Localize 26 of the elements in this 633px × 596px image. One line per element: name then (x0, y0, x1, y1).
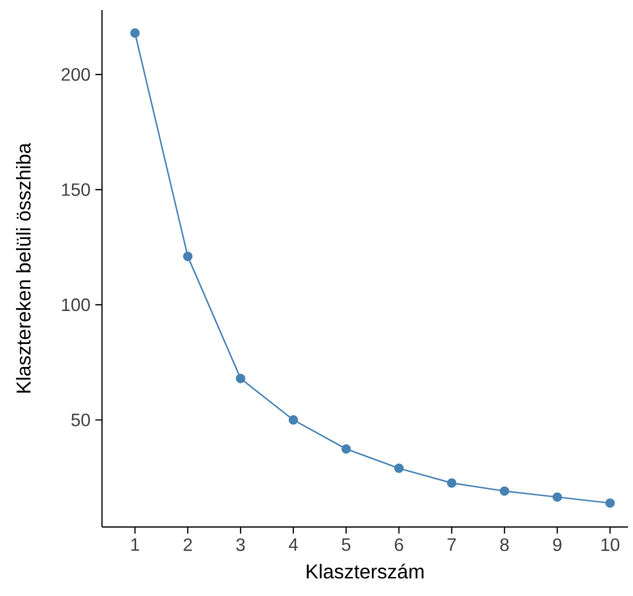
x-tick-label: 8 (500, 538, 509, 552)
point (605, 498, 615, 508)
point (394, 464, 404, 474)
point (341, 444, 351, 454)
y-tick-label: 100 (62, 298, 90, 312)
point (552, 492, 562, 502)
x-tick-label: 5 (342, 538, 350, 551)
point (500, 486, 510, 496)
x-tick-label: 6 (394, 538, 404, 552)
x-tick-label: 2 (184, 538, 192, 551)
point (446, 478, 456, 488)
x-tick-label: 7 (448, 538, 456, 551)
point (130, 28, 140, 38)
y-tick-label: 50 (71, 414, 90, 426)
y-tick-label: 150 (62, 183, 90, 196)
x-tick-label: 1 (131, 538, 140, 551)
y-tick-label: 200 (62, 68, 90, 81)
point (288, 415, 298, 425)
x-tick-label: 4 (288, 538, 298, 551)
y-axis-title: Klasztereken belüli összhiba (16, 142, 31, 393)
x-tick-label: 10 (601, 538, 620, 552)
point (236, 374, 246, 384)
x-tick-label: 3 (236, 538, 245, 552)
x-axis-title: Klaszterszám (306, 564, 424, 579)
point (183, 252, 193, 262)
x-tick-label: 9 (553, 538, 562, 552)
